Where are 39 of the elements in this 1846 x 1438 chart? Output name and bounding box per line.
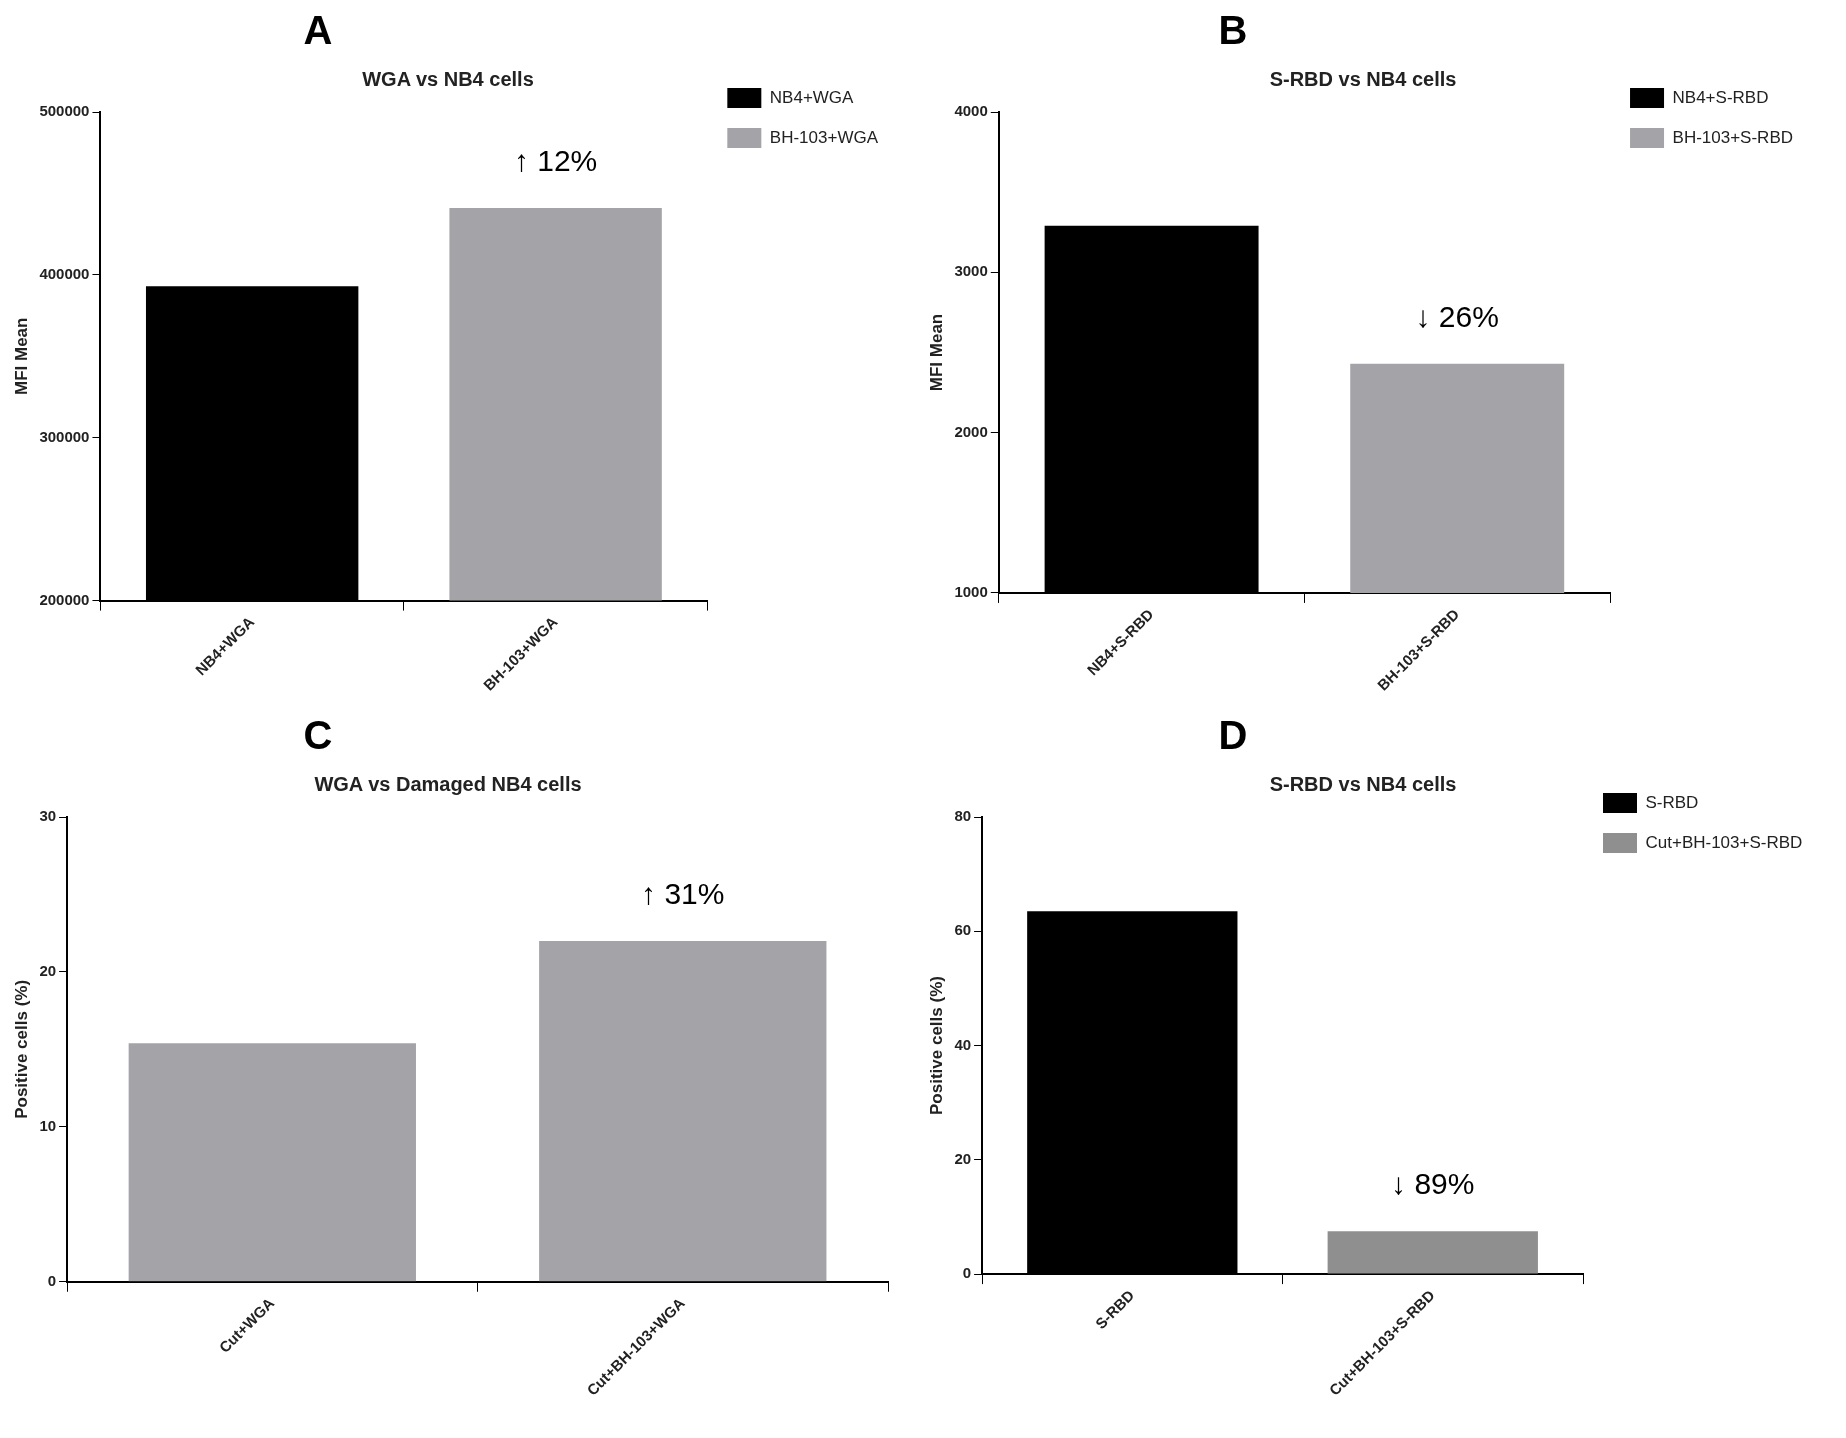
- y-tick-label: 200000: [39, 590, 90, 608]
- y-tick-label: 3000: [954, 262, 988, 280]
- text: A: [302, 8, 334, 54]
- text: B: [1217, 8, 1249, 54]
- y-tick-label: 20: [954, 1149, 972, 1167]
- legend-label: BH-103+S-RBD: [1672, 127, 1794, 147]
- chart-title: S-RBD vs NB4 cells: [1269, 772, 1457, 795]
- y-tick-label: 80: [954, 807, 972, 825]
- y-axis-title: Positive cells (%): [926, 976, 946, 1115]
- y-tick-label: 500000: [39, 102, 90, 120]
- y-tick-label: 60: [954, 921, 972, 939]
- legend-label: Cut+BH-103+S-RBD: [1645, 832, 1803, 852]
- y-tick-label: 2000: [954, 422, 988, 440]
- y-tick-label: 300000: [39, 427, 90, 445]
- y-tick-label: 1000: [954, 583, 988, 601]
- annotation: ↓ 89%: [1391, 1167, 1475, 1201]
- text: D: [1217, 713, 1249, 759]
- y-tick-label: 20: [39, 962, 57, 980]
- chart-title: WGA vs NB4 cells: [362, 67, 534, 90]
- y-tick-label: 0: [47, 1271, 57, 1289]
- y-axis-title: MFI Mean: [11, 317, 31, 396]
- y-axis-title: Positive cells (%): [11, 979, 31, 1119]
- annotation: ↑ 12%: [513, 144, 598, 178]
- y-tick-label: 40: [954, 1035, 972, 1053]
- y-tick-label: 4000: [954, 102, 988, 120]
- y-tick-label: 0: [962, 1264, 972, 1282]
- annotation: ↓ 26%: [1415, 299, 1499, 333]
- y-tick-label: 400000: [39, 265, 90, 283]
- annotation: ↑ 31%: [641, 877, 725, 911]
- legend-label: BH-103+WGA: [769, 127, 879, 147]
- chart-title: WGA vs Damaged NB4 cells: [314, 772, 582, 795]
- legend-label: S-RBD: [1645, 792, 1699, 812]
- chart-title: S-RBD vs NB4 cells: [1269, 67, 1457, 90]
- legend-label: NB4+WGA: [769, 87, 855, 107]
- legend-label: NB4+S-RBD: [1672, 87, 1769, 107]
- text: C: [302, 713, 334, 759]
- y-tick-label: 10: [39, 1116, 57, 1134]
- y-tick-label: 30: [39, 807, 57, 825]
- y-axis-title: MFI Mean: [926, 313, 946, 392]
